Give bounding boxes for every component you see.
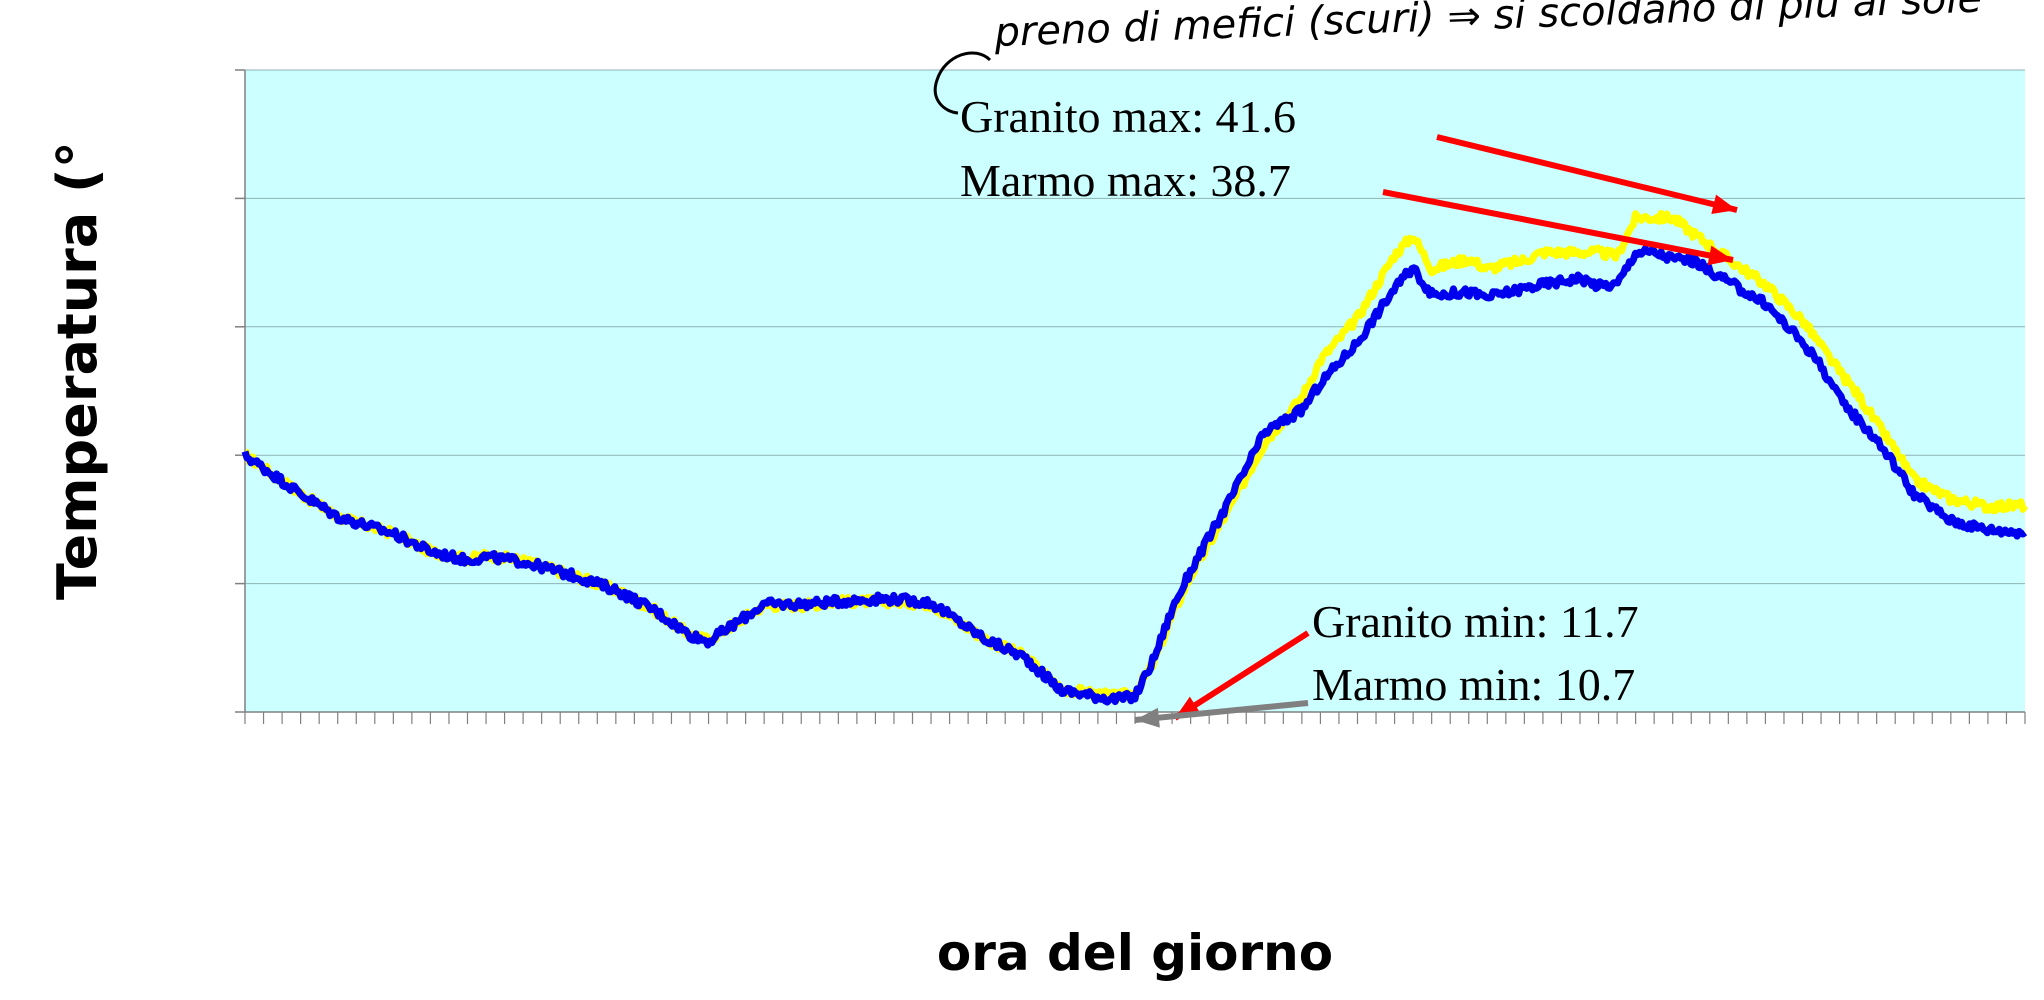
grid-lines: [245, 69, 2025, 585]
annotation-marmo-min: Marmo min: 10.7: [1312, 659, 1635, 710]
plot-area: [245, 70, 2025, 712]
annotation-granito-min: Granito min: 11.7: [1312, 596, 1639, 647]
arrow-granito-max-head: [1711, 194, 1737, 215]
y-axis-label: Temperatura (°: [46, 141, 109, 600]
arrow-granito-min: [1173, 630, 1310, 721]
x-axis-label: ora del giorno: [937, 924, 1333, 982]
axes: [235, 69, 2026, 724]
annotation-marmo-max: Marmo max: 38.7: [960, 155, 1291, 206]
annotation-arrows: [1134, 134, 1738, 728]
handwritten-curl: [933, 51, 992, 115]
arrow-granito-max: [1436, 134, 1738, 213]
series-line-marmo: [241, 245, 2028, 706]
arrow-marmo-min: [1134, 700, 1309, 723]
arrow-marmo-max: [1382, 189, 1734, 263]
annotation-granito-max: Granito max: 41.6: [960, 91, 1296, 142]
arrow-marmo-max-head: [1707, 245, 1733, 266]
handwritten-note: preno di mefici (scuri) ⇒ si scoldano di…: [993, 0, 1983, 56]
arrow-marmo-min-head: [1135, 707, 1160, 728]
